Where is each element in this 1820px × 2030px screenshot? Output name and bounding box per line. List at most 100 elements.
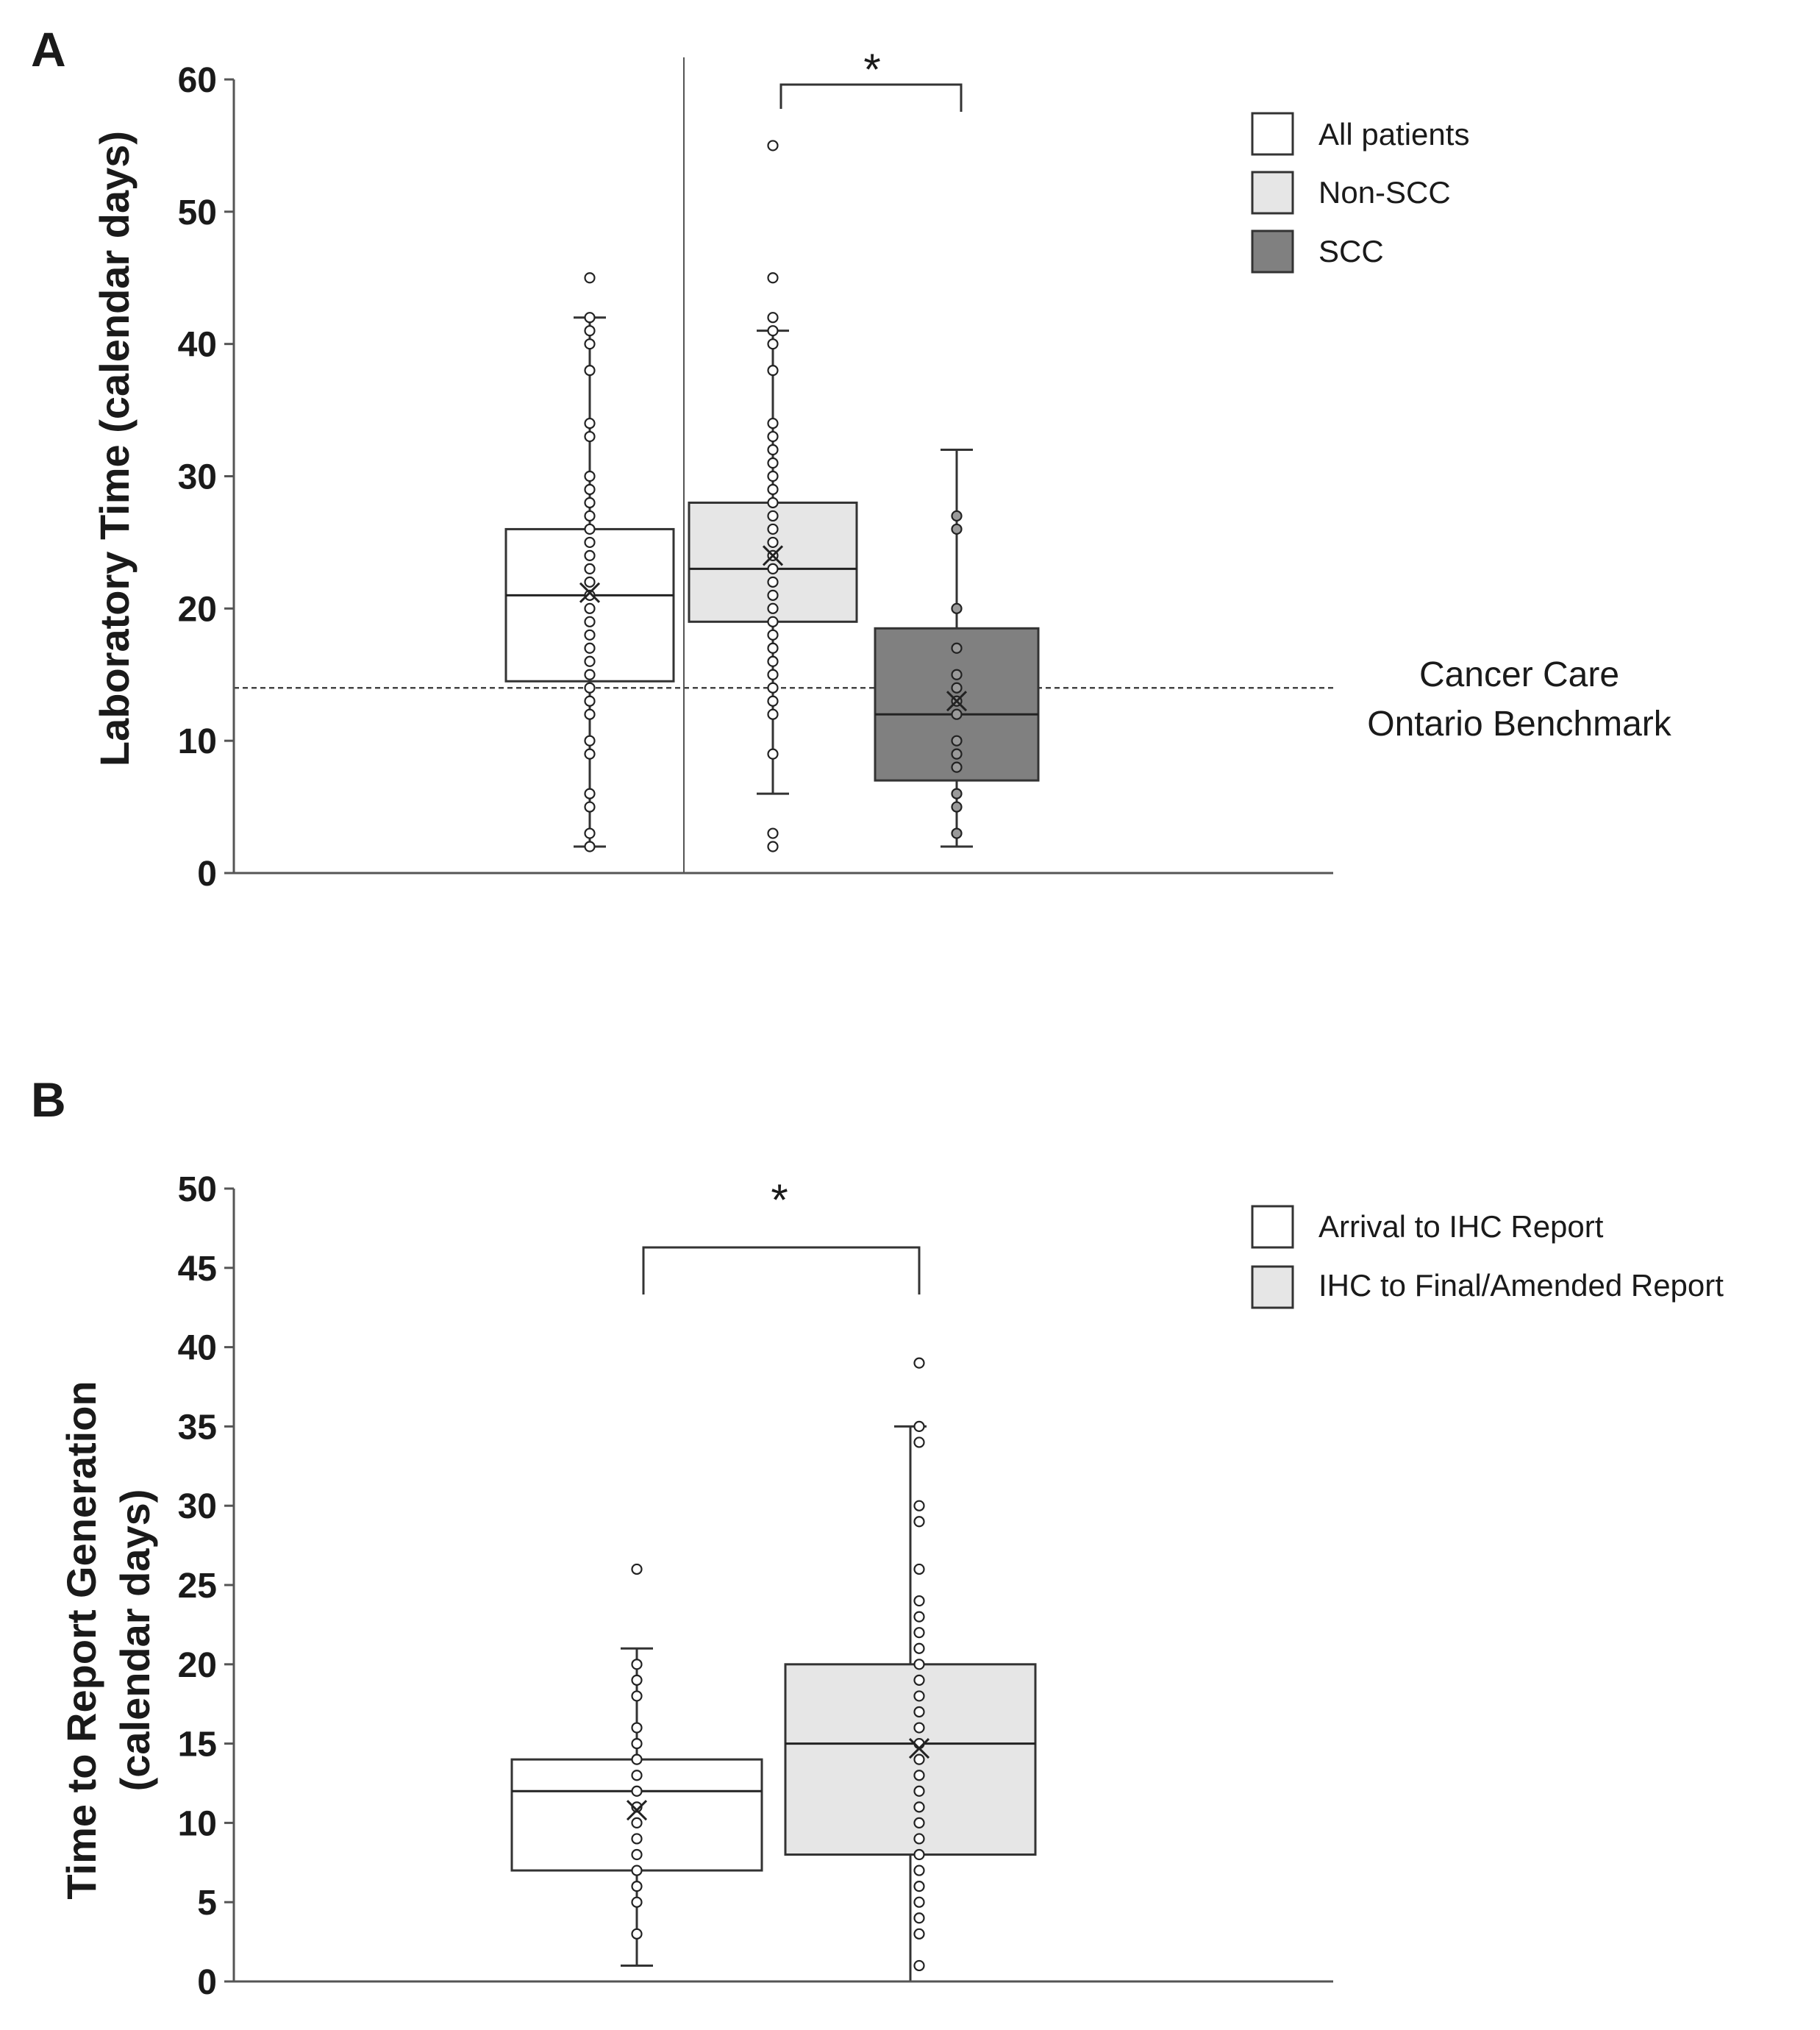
point-arrival-to-ihc-report-10 xyxy=(631,1753,643,1765)
mean-marker-all-patients xyxy=(579,582,601,603)
panel-b-y-axis-title-line-2: (calendar days) xyxy=(112,1489,158,1792)
panel-b-y-tick-label-0: 0 xyxy=(197,1963,217,2002)
panel-a: A Laboratory Time (calendar days) 0 10 20 3… xyxy=(31,22,1672,894)
point-non-scc-24 xyxy=(767,430,779,443)
point-all-patients-14 xyxy=(584,602,596,614)
legend-swatch-non-scc xyxy=(1251,171,1294,215)
point-arrival-to-ihc-report-4 xyxy=(631,1848,643,1861)
point-all-patients-19 xyxy=(584,536,596,549)
panel-b-y-tick-label-25: 25 xyxy=(178,1567,217,1606)
panel-a-significance-bracket xyxy=(779,83,963,112)
point-ihc-to-final-amended-report-4 xyxy=(913,1881,925,1892)
point-ihc-to-final-amended-report-1 xyxy=(913,1928,925,1940)
point-scc-6 xyxy=(951,708,963,720)
point-arrival-to-ihc-report-8 xyxy=(631,1785,643,1797)
point-non-scc-26 xyxy=(767,365,779,377)
point-scc-13 xyxy=(951,510,963,522)
point-non-scc-1 xyxy=(767,827,779,839)
point-non-scc-19 xyxy=(767,496,779,509)
point-all-patients-22 xyxy=(584,496,596,509)
point-scc-0 xyxy=(951,827,963,839)
box-ihc-to-final-amended-report xyxy=(784,1663,1037,1856)
point-all-patients-4 xyxy=(584,748,596,760)
point-all-patients-1 xyxy=(584,827,596,839)
point-non-scc-27 xyxy=(767,338,779,350)
point-non-scc-9 xyxy=(767,629,779,641)
panel-a-y-tick-label-10: 10 xyxy=(178,722,217,761)
mean-marker-arrival-to-ihc-report xyxy=(626,1800,648,1821)
point-scc-11 xyxy=(951,602,963,614)
point-all-patients-12 xyxy=(584,629,596,641)
point-all-patients-6 xyxy=(584,708,596,720)
panel-a-letter: A xyxy=(31,22,66,76)
point-ihc-to-final-amended-report-26 xyxy=(913,1436,925,1448)
point-all-patients-3 xyxy=(584,788,596,799)
point-ihc-to-final-amended-report-20 xyxy=(913,1627,925,1639)
point-ihc-to-final-amended-report-3 xyxy=(913,1896,925,1908)
point-all-patients-15 xyxy=(584,589,596,601)
point-arrival-to-ihc-report-12 xyxy=(631,1722,643,1734)
panel-b-y-tick-label-30: 30 xyxy=(178,1487,217,1526)
panel-a-y-tick-label-50: 50 xyxy=(178,193,217,232)
point-non-scc-23 xyxy=(767,444,779,456)
point-arrival-to-ihc-report-7 xyxy=(631,1801,643,1813)
legend-label-scc: SCC xyxy=(1318,234,1384,268)
legend-label-arrival-to-ihc: Arrival to IHC Report xyxy=(1318,1209,1604,1244)
legend-swatch-all-patients xyxy=(1251,112,1294,156)
point-non-scc-21 xyxy=(767,470,779,482)
point-ihc-to-final-amended-report-28 xyxy=(913,1357,925,1369)
point-ihc-to-final-amended-report-22 xyxy=(913,1595,925,1607)
point-all-patients-2 xyxy=(584,801,596,813)
panel-a-significance-star: * xyxy=(863,45,880,94)
point-non-scc-8 xyxy=(767,642,779,654)
panel-b-y-tick-label-50: 50 xyxy=(178,1170,217,1209)
panel-b-y-tick-label-20: 20 xyxy=(178,1646,217,1685)
point-arrival-to-ihc-report-2 xyxy=(631,1881,643,1892)
benchmark-label-line-1: Cancer Care xyxy=(1419,655,1619,694)
point-ihc-to-final-amended-report-14 xyxy=(913,1722,925,1734)
point-non-scc-3 xyxy=(767,708,779,720)
point-ihc-to-final-amended-report-19 xyxy=(913,1642,925,1654)
point-non-scc-20 xyxy=(767,483,779,496)
point-non-scc-14 xyxy=(767,563,779,574)
point-non-scc-17 xyxy=(767,523,779,535)
mean-marker-scc xyxy=(946,691,968,712)
point-ihc-to-final-amended-report-10 xyxy=(913,1785,925,1797)
point-ihc-to-final-amended-report-8 xyxy=(913,1817,925,1828)
point-non-scc-5 xyxy=(767,682,779,694)
point-ihc-to-final-amended-report-25 xyxy=(913,1500,925,1511)
panel-b-y-tick-label-40: 40 xyxy=(178,1329,217,1368)
point-ihc-to-final-amended-report-9 xyxy=(913,1801,925,1813)
point-scc-9 xyxy=(951,669,963,680)
panel-b-legend: Arrival to IHC Report IHC to Final/Amend… xyxy=(1251,1205,1724,1309)
point-all-patients-13 xyxy=(584,616,596,627)
panel-a-y-tick-label-60: 60 xyxy=(178,61,217,100)
point-all-patients-25 xyxy=(584,430,596,443)
point-ihc-to-final-amended-report-23 xyxy=(913,1563,925,1575)
point-arrival-to-ihc-report-15 xyxy=(631,1659,643,1670)
point-ihc-to-final-amended-report-17 xyxy=(913,1674,925,1686)
point-arrival-to-ihc-report-5 xyxy=(631,1833,643,1845)
panel-a-y-tick-label-40: 40 xyxy=(178,326,217,365)
point-non-scc-0 xyxy=(767,841,779,852)
benchmark-label-line-2: Ontario Benchmark xyxy=(1367,705,1672,744)
panel-a-legend: All patients Non-SCC SCC xyxy=(1251,112,1469,274)
point-arrival-to-ihc-report-6 xyxy=(631,1817,643,1828)
point-all-patients-30 xyxy=(584,312,596,324)
point-non-scc-10 xyxy=(767,616,779,627)
point-arrival-to-ihc-report-0 xyxy=(631,1928,643,1940)
panel-b-significance-bracket xyxy=(642,1246,921,1294)
point-arrival-to-ihc-report-3 xyxy=(631,1865,643,1876)
point-scc-12 xyxy=(951,523,963,535)
legend-swatch-arrival-to-ihc xyxy=(1251,1205,1294,1249)
point-all-patients-20 xyxy=(584,523,596,535)
point-scc-10 xyxy=(951,642,963,654)
legend-label-non-scc: Non-SCC xyxy=(1318,175,1451,210)
panel-a-y-tick-label-0: 0 xyxy=(197,855,217,894)
point-arrival-to-ihc-report-14 xyxy=(631,1674,643,1686)
point-non-scc-7 xyxy=(767,655,779,667)
point-scc-3 xyxy=(951,761,963,773)
panel-b-y-tick-label-35: 35 xyxy=(178,1408,217,1447)
point-all-patients-11 xyxy=(584,642,596,654)
